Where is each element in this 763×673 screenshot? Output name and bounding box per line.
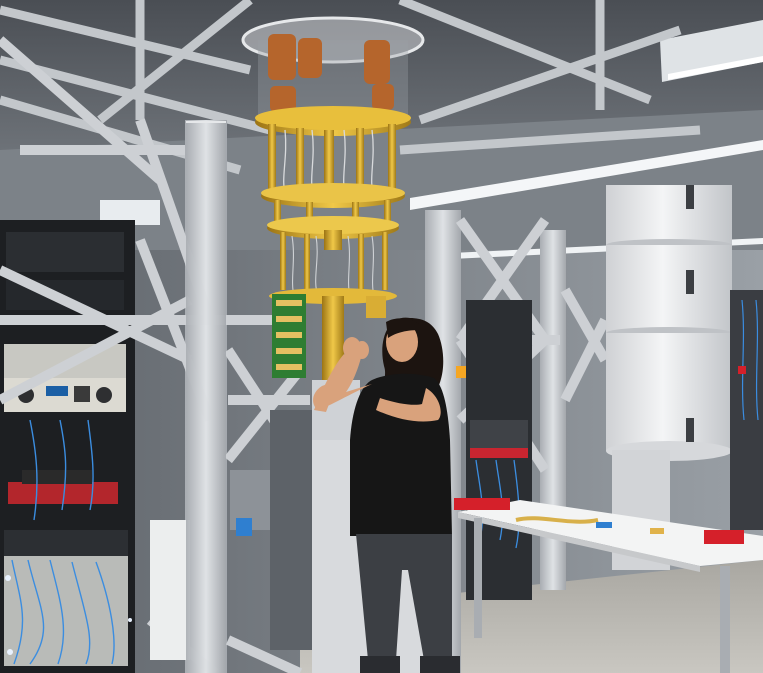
dilution-refrigerator <box>241 16 425 380</box>
cryostat-dewar <box>606 185 732 570</box>
ceiling-truss <box>0 0 701 175</box>
foreground-beam <box>186 120 226 673</box>
technician <box>313 317 460 673</box>
server-rack-right <box>456 300 532 600</box>
workbench <box>454 498 763 673</box>
server-rack-left <box>0 220 135 673</box>
far-right-equipment <box>730 290 763 530</box>
